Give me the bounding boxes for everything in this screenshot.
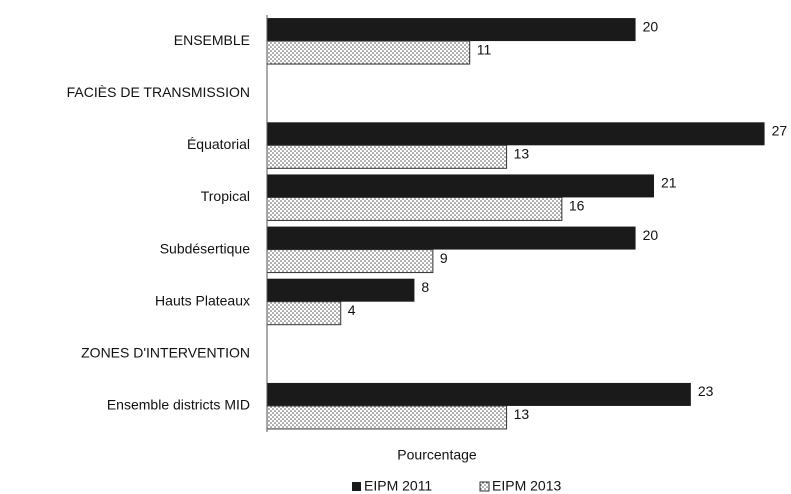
- bar: [266, 144, 508, 169]
- value-label: 20: [643, 18, 659, 34]
- legend-label: EIPM 2011: [364, 478, 432, 494]
- bar: [266, 196, 563, 221]
- value-label: 16: [569, 198, 585, 214]
- bar: [267, 122, 765, 146]
- legend-swatch: [479, 481, 490, 492]
- bar: [266, 405, 508, 430]
- value-label: 8: [421, 279, 429, 295]
- legend-label: EIPM 2013: [492, 478, 561, 494]
- y-tick-label: Hauts Plateaux: [155, 292, 250, 308]
- value-label: 20: [643, 227, 659, 243]
- y-tick-label: Subdésertique: [160, 240, 251, 256]
- y-tick-label: Ensemble districts MID: [107, 397, 250, 413]
- bar: [266, 40, 471, 65]
- value-label: 13: [514, 406, 530, 422]
- bar: [266, 301, 342, 326]
- y-tick-label: FACIÈS DE TRANSMISSION: [67, 84, 250, 100]
- y-tick-label: Équatorial: [187, 136, 250, 152]
- value-label: 13: [514, 146, 530, 162]
- y-tick-label: ZONES D'INTERVENTION: [81, 345, 250, 361]
- legend-swatch: [352, 482, 361, 491]
- bar: [267, 18, 636, 42]
- bar: [267, 382, 691, 406]
- value-label: 9: [440, 250, 448, 266]
- y-tick-label: ENSEMBLE: [174, 32, 250, 48]
- value-label: 21: [661, 175, 677, 191]
- bar: [267, 226, 636, 250]
- value-label: 23: [698, 383, 714, 399]
- bar: [266, 249, 434, 274]
- bar: [267, 174, 654, 198]
- value-label: 11: [477, 41, 492, 57]
- bar: [267, 278, 415, 302]
- y-tick-label: Tropical: [201, 188, 250, 204]
- x-axis-label: Pourcentage: [397, 447, 477, 463]
- value-label: 4: [348, 302, 356, 318]
- value-label: 27: [772, 123, 788, 139]
